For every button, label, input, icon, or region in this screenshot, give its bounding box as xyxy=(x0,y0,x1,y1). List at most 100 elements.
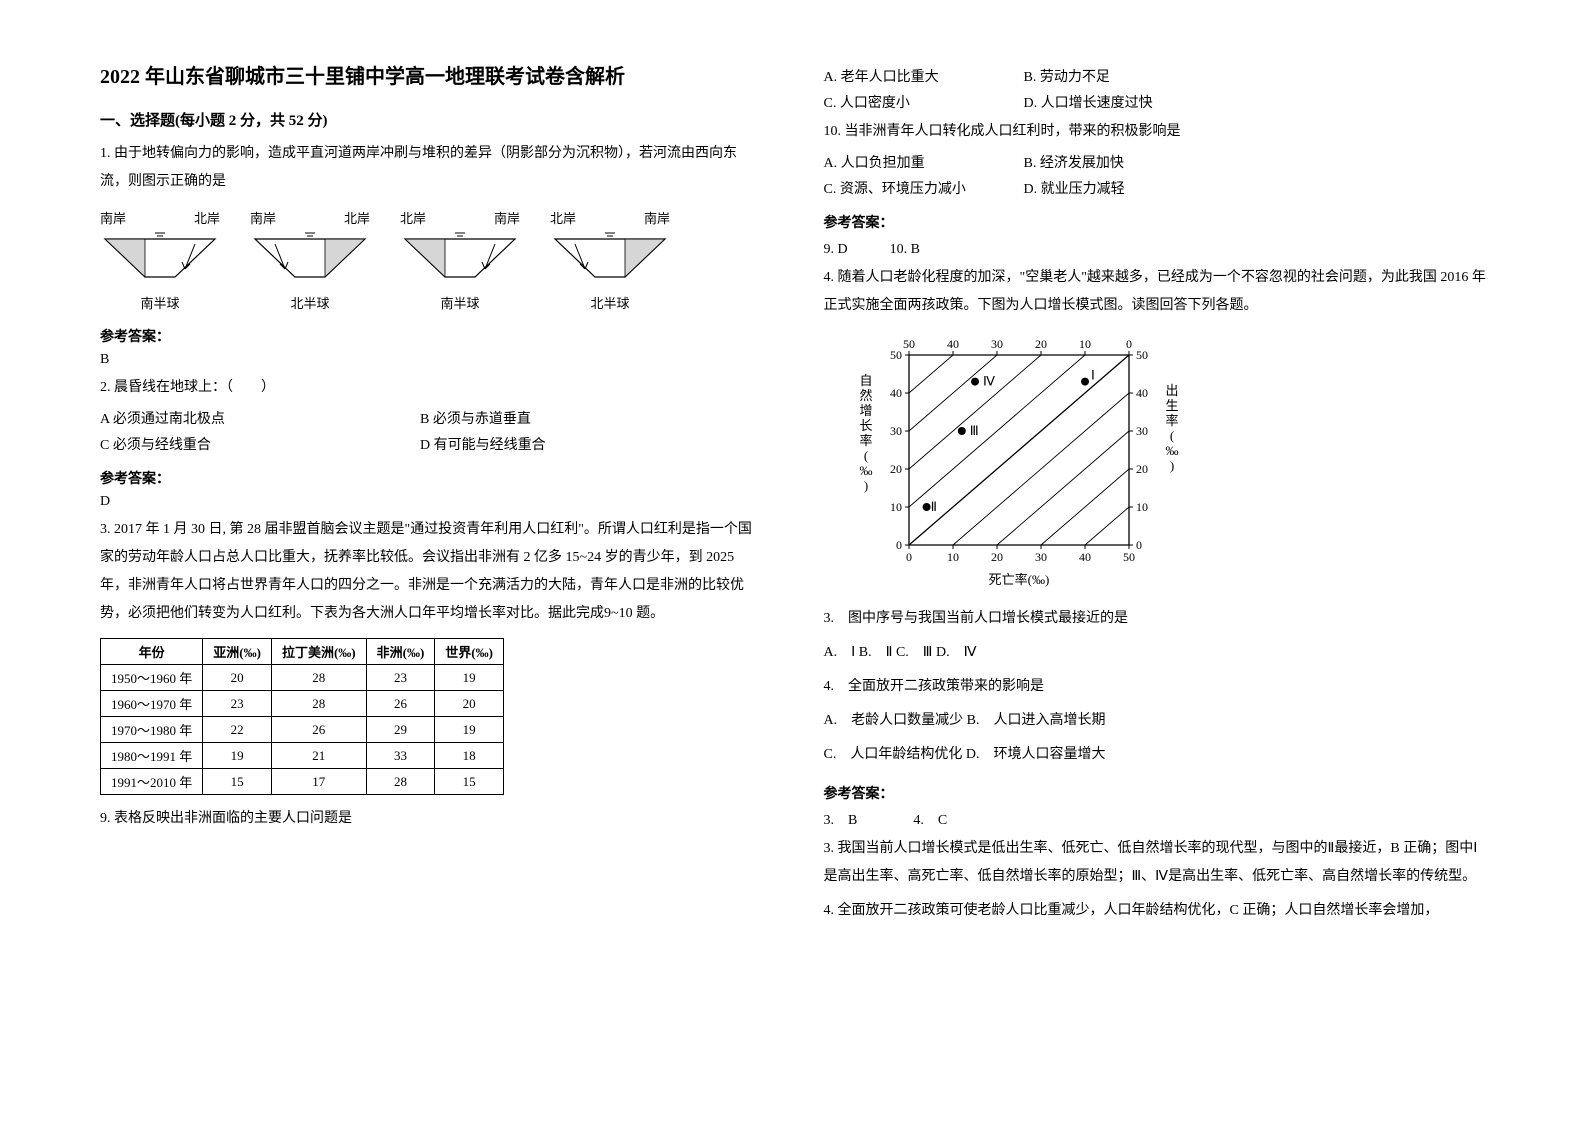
q10-opt-c: C. 资源、环境压力减小 xyxy=(824,178,984,198)
q10-opt-b: B. 经济发展加快 xyxy=(1024,152,1184,172)
table-cell: 28 xyxy=(271,691,366,717)
svg-text:20: 20 xyxy=(991,550,1003,564)
svg-text:30: 30 xyxy=(890,424,902,438)
river-diagram-1: 南岸北岸南半球 xyxy=(100,208,220,312)
svg-text:30: 30 xyxy=(1035,550,1047,564)
table-cell: 20 xyxy=(203,665,272,691)
ans-910-text: 9. D 10. B xyxy=(824,238,1488,258)
svg-text:0: 0 xyxy=(906,550,912,564)
table-cell: 1950～1960 年 xyxy=(101,665,203,691)
svg-text:50: 50 xyxy=(1123,550,1135,564)
table-cell: 28 xyxy=(271,665,366,691)
svg-text:40: 40 xyxy=(890,386,902,400)
svg-text:(: ( xyxy=(863,448,867,463)
q3sub-opts: A. Ⅰ B. Ⅱ C. Ⅲ D. Ⅳ xyxy=(824,639,1488,667)
svg-text:Ⅰ: Ⅰ xyxy=(1091,368,1095,383)
growth-rate-table: 年份亚洲(‰)拉丁美洲(‰)非洲(‰)世界(‰) 1950～1960 年2028… xyxy=(100,638,504,795)
svg-text:): ) xyxy=(863,478,867,493)
table-header: 亚洲(‰) xyxy=(203,639,272,665)
q9-opt-a: A. 老年人口比重大 xyxy=(824,66,984,86)
table-cell: 1980～1991 年 xyxy=(101,743,203,769)
table-row: 1970～1980 年22262919 xyxy=(101,717,504,743)
right-column: A. 老年人口比重大 B. 劳动力不足 C. 人口密度小 D. 人口增长速度过快… xyxy=(824,60,1488,1062)
q9-opts-ab: A. 老年人口比重大 B. 劳动力不足 xyxy=(824,66,1488,86)
q10-opts-cd: C. 资源、环境压力减小 D. 就业压力减轻 xyxy=(824,178,1488,198)
svg-text:20: 20 xyxy=(1035,337,1047,351)
svg-text:率: 率 xyxy=(859,433,872,448)
svg-text:30: 30 xyxy=(1136,424,1148,438)
river-caption: 北半球 xyxy=(550,293,670,312)
table-cell: 19 xyxy=(203,743,272,769)
bank-label-right: 南岸 xyxy=(494,208,520,227)
q9-opt-c: C. 人口密度小 xyxy=(824,92,984,112)
svg-text:生: 生 xyxy=(1165,398,1178,413)
table-header: 世界(‰) xyxy=(435,639,504,665)
q9-opt-b: B. 劳动力不足 xyxy=(1024,66,1184,86)
table-cell: 15 xyxy=(435,769,504,795)
svg-text:40: 40 xyxy=(1079,550,1091,564)
svg-text:0: 0 xyxy=(1136,538,1142,552)
ans-34-header: 参考答案： xyxy=(824,783,1488,803)
svg-text:50: 50 xyxy=(1136,348,1148,362)
svg-text:‰: ‰ xyxy=(1165,443,1178,458)
table-cell: 15 xyxy=(203,769,272,795)
table-cell: 28 xyxy=(366,769,435,795)
table-cell: 23 xyxy=(203,691,272,717)
svg-text:0: 0 xyxy=(896,538,902,552)
svg-text:增: 增 xyxy=(859,403,872,418)
svg-text:0: 0 xyxy=(1126,337,1132,351)
svg-text:10: 10 xyxy=(890,500,902,514)
svg-text:Ⅱ: Ⅱ xyxy=(930,499,936,514)
svg-text:40: 40 xyxy=(1136,386,1148,400)
bank-label-right: 北岸 xyxy=(344,208,370,227)
bank-label-left: 北岸 xyxy=(400,208,426,227)
q2-text: 2. 晨昏线在地球上：（ ） xyxy=(100,374,764,402)
q2-opt-c: C 必须与经线重合 xyxy=(100,434,420,454)
ans-34-line: 3. B 4. C xyxy=(824,809,1488,829)
q1-answer-header: 参考答案： xyxy=(100,326,764,346)
q2-opts-cd: C 必须与经线重合 D 有可能与经线重合 xyxy=(100,434,764,454)
bank-label-right: 南岸 xyxy=(644,208,670,227)
q2-answer-header: 参考答案： xyxy=(100,468,764,488)
q2-opt-a: A 必须通过南北极点 xyxy=(100,408,420,428)
svg-text:然: 然 xyxy=(859,388,872,403)
svg-text:10: 10 xyxy=(947,550,959,564)
svg-text:20: 20 xyxy=(890,462,902,476)
table-row: 1980～1991 年19213318 xyxy=(101,743,504,769)
svg-text:长: 长 xyxy=(859,418,872,433)
q4sub-opt-cd: C. 人口年龄结构优化 D. 环境人口容量增大 xyxy=(824,741,1488,769)
river-diagram-3: 北岸 南岸南半球 xyxy=(400,208,520,312)
table-cell: 1960～1970 年 xyxy=(101,691,203,717)
q10-opt-a: A. 人口负担加重 xyxy=(824,152,984,172)
population-chart-svg: 0102030405001020304050010203040505040302… xyxy=(854,330,1184,590)
q4-intro-text: 4. 随着人口老龄化程度的加深，"空巢老人"越来越多，已经成为一个不容忽视的社会… xyxy=(824,264,1488,320)
bank-label-left: 北岸 xyxy=(550,208,576,227)
table-header: 年份 xyxy=(101,639,203,665)
river-caption: 南半球 xyxy=(400,293,520,312)
q4sub-text: 4. 全面放开二孩政策带来的影响是 xyxy=(824,673,1488,701)
svg-text:10: 10 xyxy=(1136,500,1148,514)
river-caption: 北半球 xyxy=(250,293,370,312)
ans-3-explain: 3. 我国当前人口增长模式是低出生率、低死亡、低自然增长率的现代型，与图中的Ⅱ最… xyxy=(824,835,1488,891)
left-column: 2022 年山东省聊城市三十里铺中学高一地理联考试卷含解析 一、选择题(每小题 … xyxy=(100,60,764,1062)
q10-opt-d: D. 就业压力减轻 xyxy=(1024,178,1184,198)
q2-answer: D xyxy=(100,494,764,510)
q10-opts-ab: A. 人口负担加重 B. 经济发展加快 xyxy=(824,152,1488,172)
river-cross-section-icon xyxy=(100,229,220,284)
svg-text:10: 10 xyxy=(1079,337,1091,351)
table-cell: 19 xyxy=(435,665,504,691)
svg-text:‰: ‰ xyxy=(859,463,872,478)
q4sub-opt-ab: A. 老龄人口数量减少 B. 人口进入高增长期 xyxy=(824,707,1488,735)
section-1-header: 一、选择题(每小题 2 分，共 52 分) xyxy=(100,109,764,130)
table-cell: 1991～2010 年 xyxy=(101,769,203,795)
river-cross-section-icon xyxy=(400,229,520,284)
table-cell: 21 xyxy=(271,743,366,769)
q1-diagram-row: 南岸北岸南半球南岸北岸北半球北岸南岸南半球北岸南岸北半球 xyxy=(100,208,764,312)
table-cell: 19 xyxy=(435,717,504,743)
q9-opt-d: D. 人口增长速度过快 xyxy=(1024,92,1184,112)
ans-4-explain: 4. 全面放开二孩政策可使老龄人口比重减少，人口年龄结构优化，C 正确；人口自然… xyxy=(824,897,1488,925)
table-cell: 26 xyxy=(366,691,435,717)
river-cross-section-icon xyxy=(250,229,370,284)
svg-text:20: 20 xyxy=(1136,462,1148,476)
svg-text:自: 自 xyxy=(859,373,872,388)
